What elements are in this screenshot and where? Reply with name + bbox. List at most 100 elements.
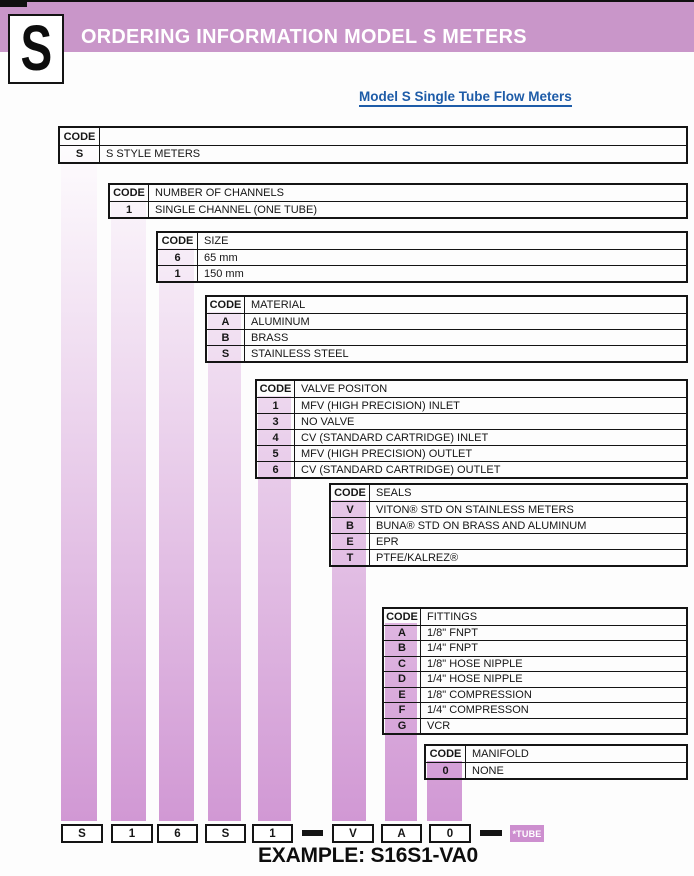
logo-letter: S — [20, 12, 52, 85]
code-column-bar — [258, 396, 291, 821]
code-cell: 6 — [158, 250, 198, 265]
table-row: 5 MFV (HIGH PRECISION) OUTLET — [257, 445, 686, 461]
model-s-link[interactable]: Model S Single Tube Flow Meters — [359, 89, 572, 107]
table-row: V VITON® STD ON STAINLESS METERS — [331, 501, 686, 517]
code-header-cell: CODE — [257, 381, 295, 397]
table-row: 4 CV (STANDARD CARTRIDGE) INLET — [257, 429, 686, 445]
table-row: 1 SINGLE CHANNEL (ONE TUBE) — [110, 201, 686, 217]
label-cell: 1/4" FNPT — [427, 642, 478, 655]
table-header-row: CODE — [60, 128, 686, 145]
label-cell: PTFE/KALREZ® — [376, 551, 459, 564]
code-cell: V — [331, 502, 370, 517]
label-cell: NO VALVE — [301, 415, 355, 428]
tube-tag: *TUBE — [510, 825, 544, 842]
table-row: E EPR — [331, 533, 686, 549]
table-header-row: CODE SEALS — [331, 485, 686, 501]
code-cell: B — [331, 518, 370, 533]
code-column-bar — [208, 312, 241, 821]
table-row: S STAINLESS STEEL — [207, 345, 686, 361]
code-cell: 4 — [257, 430, 295, 445]
code-cell: 0 — [426, 763, 466, 778]
code-box-6: V — [332, 824, 374, 843]
code-cell: 1 — [257, 398, 295, 413]
label-cell: S STYLE METERS — [106, 148, 201, 160]
code-cell: C — [384, 656, 421, 671]
label-cell: 65 mm — [204, 251, 238, 264]
code-cell: D — [384, 672, 421, 687]
code-cell: E — [384, 687, 421, 702]
table-row: 3 NO VALVE — [257, 413, 686, 429]
table-header-row: CODE MATERIAL — [207, 297, 686, 313]
table-header-row: CODE FITTINGS — [384, 609, 686, 625]
title-header-cell: FITTINGS — [427, 610, 478, 623]
table-row: B 1/4" FNPT — [384, 640, 686, 656]
label-cell: MFV (HIGH PRECISION) INLET — [301, 399, 460, 412]
code-cell: S — [207, 346, 245, 361]
table-size: CODE SIZE 6 65 mm 1 150 mm — [156, 231, 688, 283]
code-cell: 1 — [158, 266, 198, 281]
label-cell: 1/4" COMPRESSON — [427, 704, 529, 717]
table-material: CODE MATERIAL A ALUMINUM B BRASS S STAIN… — [205, 295, 688, 363]
logo-box: S — [8, 14, 64, 84]
code-cell: G — [384, 718, 421, 733]
table-row: E 1/8" COMPRESSION — [384, 686, 686, 702]
label-cell: NONE — [472, 764, 504, 777]
code-box-4: S — [205, 824, 246, 843]
code-box-1: S — [61, 824, 103, 843]
label-cell: 1/8" FNPT — [427, 626, 478, 639]
table-header-row: CODE NUMBER OF CHANNELS — [110, 185, 686, 201]
title-header-cell: MANIFOLD — [472, 748, 529, 760]
label-cell: 1/4" HOSE NIPPLE — [427, 673, 523, 686]
label-cell: EPR — [376, 535, 399, 548]
label-cell: VCR — [427, 719, 451, 732]
code-column-bar — [427, 761, 462, 821]
table-row: B BUNA® STD ON BRASS AND ALUMINUM — [331, 517, 686, 533]
label-cell: SINGLE CHANNEL (ONE TUBE) — [155, 203, 317, 216]
table-row: 6 65 mm — [158, 249, 686, 265]
label-cell: STAINLESS STEEL — [251, 347, 349, 360]
table-row: D 1/4" HOSE NIPPLE — [384, 671, 686, 687]
code-cell: F — [384, 703, 421, 718]
code-cell: B — [207, 330, 245, 345]
table-row: A ALUMINUM — [207, 313, 686, 329]
code-cell: A — [207, 314, 245, 329]
code-box-7: A — [381, 824, 422, 843]
dash-separator — [480, 830, 502, 836]
code-header-cell: CODE — [207, 297, 245, 313]
table-row: B BRASS — [207, 329, 686, 345]
table-row: T PTFE/KALREZ® — [331, 549, 686, 565]
table-header-row: CODE VALVE POSITON — [257, 381, 686, 397]
top-border-line — [0, 0, 694, 2]
code-cell: A — [384, 625, 421, 640]
code-cell: T — [331, 550, 370, 565]
label-cell: CV (STANDARD CARTRIDGE) OUTLET — [301, 463, 501, 476]
code-header-cell: CODE — [331, 485, 370, 501]
table-header-row: CODE MANIFOLD — [426, 746, 686, 762]
code-cell: 1 — [110, 202, 149, 217]
code-box-3: 6 — [157, 824, 198, 843]
table-row: 1 MFV (HIGH PRECISION) INLET — [257, 397, 686, 413]
table-manifold: CODE MANIFOLD 0 NONE — [424, 744, 688, 780]
label-cell: ALUMINUM — [251, 315, 310, 328]
code-header-cell: CODE — [426, 746, 466, 762]
table-seals: CODE SEALS V VITON® STD ON STAINLESS MET… — [329, 483, 688, 567]
title-header-cell — [100, 128, 686, 145]
label-cell: VITON® STD ON STAINLESS METERS — [376, 503, 574, 516]
code-cell: B — [384, 641, 421, 656]
code-column-bar — [159, 248, 194, 821]
table-fittings: CODE FITTINGS A 1/8" FNPT B 1/4" FNPT C … — [382, 607, 688, 735]
code-header-cell: CODE — [60, 128, 100, 145]
code-column-bar — [111, 200, 146, 821]
table-row: 0 NONE — [426, 762, 686, 778]
table-row: 6 CV (STANDARD CARTRIDGE) OUTLET — [257, 461, 686, 477]
code-cell: E — [331, 534, 370, 549]
code-column-bar — [61, 143, 97, 821]
table-valve-position: CODE VALVE POSITON 1 MFV (HIGH PRECISION… — [255, 379, 688, 479]
code-column-bar — [332, 500, 366, 821]
code-box-5: 1 — [252, 824, 293, 843]
table-row: F 1/4" COMPRESSON — [384, 702, 686, 718]
table-s-style-meters: CODE S S STYLE METERS — [58, 126, 688, 164]
label-cell: 1/8" COMPRESSION — [427, 688, 532, 701]
label-cell: BRASS — [251, 331, 289, 344]
